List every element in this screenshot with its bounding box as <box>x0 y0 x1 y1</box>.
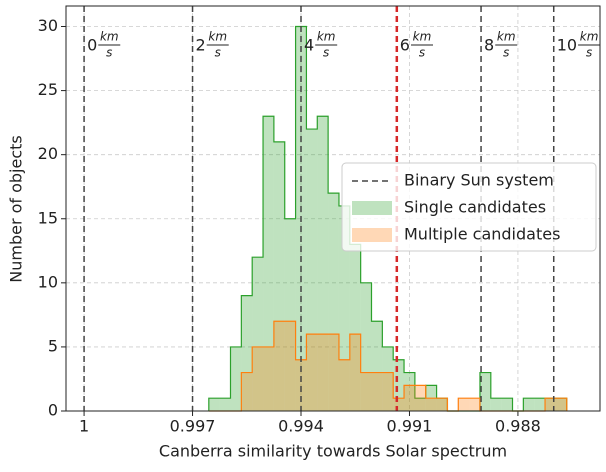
unit-numerator: km <box>580 30 599 44</box>
histogram-bar <box>349 244 361 411</box>
unit-numerator: km <box>413 30 432 44</box>
histogram-bar <box>436 398 448 411</box>
histogram-bar <box>241 372 253 411</box>
histogram-bar <box>393 398 405 411</box>
histogram-bar <box>523 398 535 411</box>
histogram-bar <box>263 346 274 411</box>
speed-label: 0 <box>87 36 97 55</box>
x-axis-label: Canberra similarity towards Solar spectr… <box>159 442 507 461</box>
histogram-bar <box>241 295 253 411</box>
y-tick-label: 25 <box>38 80 58 99</box>
x-tick-label: 0.997 <box>170 417 216 436</box>
unit-numerator: km <box>208 30 227 44</box>
histogram-bar <box>458 398 470 411</box>
unit-denominator: s <box>586 46 592 60</box>
histogram-bar <box>469 398 480 411</box>
histogram-bar <box>349 334 361 411</box>
y-tick-label: 30 <box>38 16 58 35</box>
histogram-bar <box>284 218 296 411</box>
histogram-bar <box>230 346 242 411</box>
histogram-bar <box>295 359 307 411</box>
histogram-bar <box>425 398 437 411</box>
histogram-bar <box>328 334 339 411</box>
y-tick-label: 20 <box>38 144 58 163</box>
histogram-bar <box>360 282 372 411</box>
histogram-bar <box>436 398 448 411</box>
histogram-bar <box>328 193 339 411</box>
y-axis-label: Number of objects <box>7 135 26 283</box>
histogram-bar <box>306 129 318 412</box>
unit-numerator: km <box>317 30 336 44</box>
histogram-bar <box>501 398 513 411</box>
unit-denominator: s <box>106 46 112 60</box>
step-outline <box>208 25 568 412</box>
histogram-bar <box>382 372 394 411</box>
histogram-bar <box>414 398 426 411</box>
histogram-bar <box>338 205 350 411</box>
histogram-bar <box>404 372 415 411</box>
histogram-bar <box>252 346 264 411</box>
speed-label: 8 <box>484 36 494 55</box>
unit-denominator: s <box>323 46 329 60</box>
y-tick-label: 15 <box>38 208 58 227</box>
legend-label: Binary Sun system <box>404 171 554 190</box>
histogram-bar <box>404 385 415 411</box>
histogram-bar <box>273 141 285 411</box>
legend-swatch <box>352 228 392 242</box>
histogram-bar <box>338 359 350 411</box>
histogram-bar <box>317 116 329 411</box>
histogram-bar <box>555 398 567 411</box>
histogram-bar <box>317 334 329 411</box>
x-tick-label: 0.994 <box>278 417 324 436</box>
legend-label: Single candidates <box>404 198 546 217</box>
histogram-bar <box>534 398 546 411</box>
histogram-bar <box>555 398 567 411</box>
legend-box <box>341 162 597 252</box>
histogram-bar <box>545 398 556 411</box>
y-tick-label: 10 <box>38 272 58 291</box>
histogram-bar <box>284 321 296 411</box>
histogram-bar <box>208 398 220 411</box>
y-tick-label: 5 <box>48 336 58 355</box>
histogram-bar <box>393 359 405 411</box>
histogram-bar <box>371 321 383 411</box>
histogram-bar <box>371 372 383 411</box>
histogram-bar <box>252 257 264 411</box>
unit-denominator: s <box>215 46 221 60</box>
histogram-bar <box>219 398 231 411</box>
legend-label: Multiple candidates <box>404 225 560 244</box>
speed-label: 4 <box>304 36 314 55</box>
legend-swatch <box>352 201 392 215</box>
histogram-bar <box>545 398 556 411</box>
histogram-bar <box>414 385 426 411</box>
unit-denominator: s <box>419 46 425 60</box>
histogram-bar <box>360 372 372 411</box>
plot-frame <box>65 5 601 412</box>
x-tick-label: 1 <box>79 417 89 436</box>
histogram-bar <box>382 346 394 411</box>
x-tick-label: 0.991 <box>387 417 433 436</box>
speed-label: 6 <box>400 36 410 55</box>
unit-denominator: s <box>503 46 509 60</box>
histogram-bar <box>490 398 502 411</box>
unit-numerator: km <box>100 30 119 44</box>
y-tick-label: 0 <box>48 401 58 420</box>
speed-label: 2 <box>196 36 206 55</box>
unit-numerator: km <box>497 30 516 44</box>
histogram-bar <box>306 334 318 411</box>
x-tick-label: 0.988 <box>495 417 541 436</box>
histogram-bar <box>273 321 285 411</box>
legend: Binary Sun system Single candidates Multip… <box>341 162 597 252</box>
histogram-bar <box>263 116 274 411</box>
speed-label: 10 <box>557 36 577 55</box>
histogram-bar <box>479 372 491 411</box>
